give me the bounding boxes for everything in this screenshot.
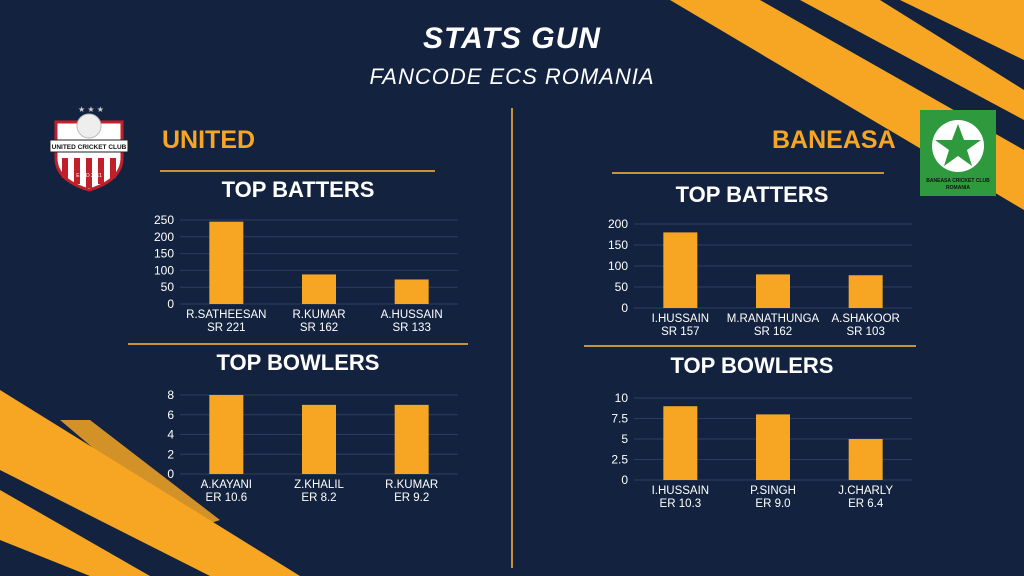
baneasa-logo-text-2: ROMANIA <box>946 185 970 191</box>
x-sublabel: SR 133 <box>392 322 430 334</box>
x-category-label: R.KUMAR <box>385 479 438 491</box>
bar-r-kumar <box>394 404 429 474</box>
y-tick-label: 8 <box>167 388 174 402</box>
baneasa-top-bowlers-title: TOP BOWLERS <box>670 353 834 378</box>
y-tick-label: 7.5 <box>611 412 628 426</box>
y-tick-label: 6 <box>167 408 174 422</box>
page-subtitle: FANCODE ECS ROMANIA <box>369 64 655 89</box>
y-tick-label: 2.5 <box>611 453 628 467</box>
united-logo-text: UNITED CRICKET CLUB <box>52 144 127 151</box>
y-tick-label: 0 <box>167 297 174 311</box>
baneasa-header-underline <box>612 172 884 174</box>
page-title: STATS GUN <box>423 22 601 55</box>
united-top-bowlers-title: TOP BOWLERS <box>216 350 380 375</box>
bar-i-hussain <box>663 232 698 308</box>
y-tick-label: 5 <box>621 432 628 446</box>
x-sublabel: SR 157 <box>661 326 699 338</box>
y-tick-label: 50 <box>161 280 175 294</box>
bar-j-charly <box>848 439 883 480</box>
y-tick-label: 200 <box>608 217 628 231</box>
y-tick-label: 250 <box>154 213 174 227</box>
y-tick-label: 200 <box>154 230 174 244</box>
team-name-baneasa: BANEASA <box>772 126 896 154</box>
x-sublabel: SR 162 <box>754 326 792 338</box>
bar-r-kumar <box>302 274 336 304</box>
x-category-label: P.SINGH <box>750 485 796 497</box>
bar-a-shakoor <box>848 275 883 308</box>
y-tick-label: 0 <box>621 473 628 487</box>
bar-z-khalil <box>302 404 336 474</box>
x-category-label: J.CHARLY <box>838 485 893 497</box>
bar-m-ranathunga <box>756 274 790 308</box>
baneasa-section-divider <box>584 345 916 347</box>
x-sublabel: SR 162 <box>300 322 338 334</box>
bar-r-satheesan <box>209 221 244 304</box>
y-tick-label: 2 <box>167 447 174 461</box>
x-sublabel: ER 10.3 <box>660 498 702 510</box>
svg-text:★ ★ ★: ★ ★ ★ <box>78 105 104 114</box>
x-category-label: I.HUSSAIN <box>652 485 710 497</box>
y-tick-label: 4 <box>167 428 174 442</box>
bar-i-hussain <box>663 406 698 480</box>
bar-a-hussain <box>394 279 429 304</box>
x-sublabel: ER 10.6 <box>206 492 248 504</box>
x-category-label: I.HUSSAIN <box>652 313 710 325</box>
x-category-label: A.SHAKOOR <box>831 313 899 325</box>
baneasa-top-batters-title: TOP BATTERS <box>675 182 829 207</box>
y-tick-label: 100 <box>608 259 628 273</box>
x-category-label: Z.KHALIL <box>294 479 344 491</box>
y-tick-label: 0 <box>167 467 174 481</box>
x-category-label: A.HUSSAIN <box>381 309 443 321</box>
y-tick-label: 100 <box>154 263 174 277</box>
united-cricket-club-logo-icon: ★ ★ ★ UNITED CRICKET CLUB ESTD 2011 <box>49 105 129 192</box>
x-sublabel: ER 9.2 <box>394 492 429 504</box>
center-divider <box>511 108 513 568</box>
united-header-underline <box>160 170 435 172</box>
team-name-united: UNITED <box>162 126 256 154</box>
united-logo-estd: ESTD 2011 <box>76 173 102 179</box>
y-tick-label: 0 <box>621 301 628 315</box>
bar-a-kayani <box>209 395 244 474</box>
y-tick-label: 150 <box>608 238 628 252</box>
y-tick-label: 10 <box>615 391 629 405</box>
x-sublabel: ER 9.0 <box>755 498 790 510</box>
x-sublabel: ER 6.4 <box>848 498 884 510</box>
x-category-label: M.RANATHUNGA <box>727 313 820 325</box>
baneasa-star-logo-icon: BANEASA CRICKET CLUB ROMANIA <box>920 110 996 196</box>
x-category-label: R.SATHEESAN <box>186 309 266 321</box>
x-sublabel: SR 103 <box>846 326 884 338</box>
bar-p-singh <box>756 414 790 480</box>
y-tick-label: 150 <box>154 247 174 261</box>
x-sublabel: SR 221 <box>207 322 245 334</box>
y-tick-label: 50 <box>615 280 629 294</box>
united-section-divider <box>128 343 468 345</box>
baneasa-logo-text-1: BANEASA CRICKET CLUB <box>926 178 990 184</box>
x-category-label: R.KUMAR <box>292 309 345 321</box>
x-sublabel: ER 8.2 <box>301 492 336 504</box>
x-category-label: A.KAYANI <box>201 479 252 491</box>
united-top-batters-title: TOP BATTERS <box>221 177 375 202</box>
